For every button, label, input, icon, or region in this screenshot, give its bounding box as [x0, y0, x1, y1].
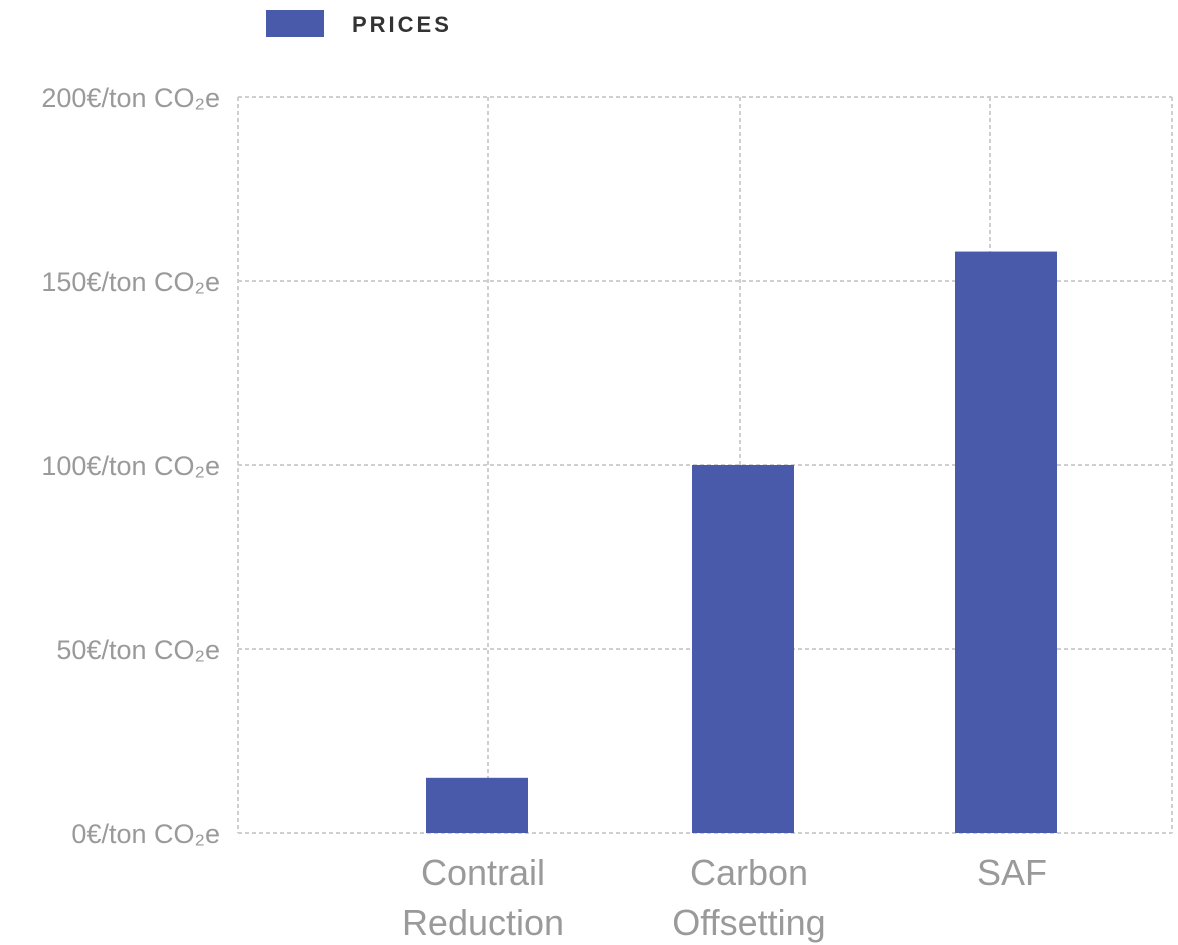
- y-tick-label-4: 200€/ton CO₂e: [41, 83, 220, 113]
- bar-2: [955, 251, 1057, 833]
- y-axis-tick-labels: 0€/ton CO₂e 50€/ton CO₂e 100€/ton CO₂e 150€…: [41, 83, 220, 849]
- y-tick-label-0: 0€/ton CO₂e: [71, 819, 220, 849]
- legend-label-prices: PRICES: [352, 12, 452, 37]
- x-tick-label-0: Contrail Reduction: [402, 852, 564, 943]
- y-tick-label-3: 150€/ton CO₂e: [41, 267, 220, 297]
- x-tick-label-2: SAF: [977, 852, 1047, 893]
- x-tick-label-1: Carbon Offsetting: [672, 852, 825, 943]
- bar-0: [426, 777, 528, 833]
- bar-1: [692, 465, 794, 833]
- bars: [426, 251, 1057, 833]
- y-tick-label-1: 50€/ton CO₂e: [56, 635, 220, 665]
- legend: PRICES: [266, 10, 452, 37]
- x-axis-tick-labels: Contrail Reduction Carbon Offsetting SAF: [402, 852, 1047, 943]
- y-tick-label-2: 100€/ton CO₂e: [41, 451, 220, 481]
- legend-swatch-prices: [266, 10, 324, 37]
